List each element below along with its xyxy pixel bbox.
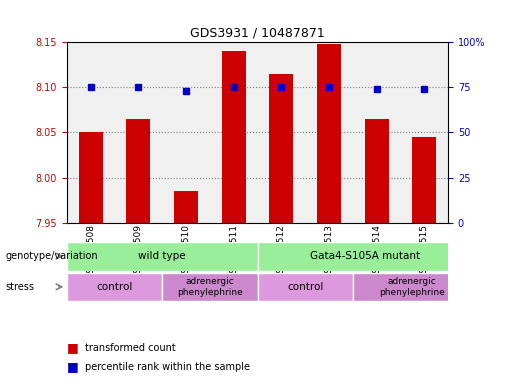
Text: wild type: wild type (139, 251, 186, 262)
Bar (365, 119, 388, 223)
Text: percentile rank within the sample: percentile rank within the sample (85, 362, 250, 372)
Text: ■: ■ (67, 360, 79, 373)
Bar (317, 44, 341, 223)
Bar (269, 74, 293, 223)
Text: Gata4-S105A mutant: Gata4-S105A mutant (310, 251, 420, 262)
Text: stress: stress (5, 282, 34, 292)
FancyBboxPatch shape (67, 273, 162, 301)
Text: ■: ■ (67, 341, 79, 354)
Bar (174, 191, 198, 223)
FancyBboxPatch shape (162, 273, 258, 301)
Text: genotype/variation: genotype/variation (5, 251, 98, 261)
FancyBboxPatch shape (67, 242, 258, 271)
FancyBboxPatch shape (353, 273, 472, 301)
Bar (127, 119, 150, 223)
Text: transformed count: transformed count (85, 343, 176, 353)
Text: control: control (287, 282, 323, 292)
Bar (79, 132, 102, 223)
Bar (413, 137, 436, 223)
Bar (222, 51, 246, 223)
Text: adrenergic
phenylephrine: adrenergic phenylephrine (380, 277, 445, 297)
Title: GDS3931 / 10487871: GDS3931 / 10487871 (190, 26, 325, 40)
Text: adrenergic
phenylephrine: adrenergic phenylephrine (177, 277, 243, 297)
FancyBboxPatch shape (258, 242, 472, 271)
FancyBboxPatch shape (258, 273, 353, 301)
Text: control: control (96, 282, 133, 292)
